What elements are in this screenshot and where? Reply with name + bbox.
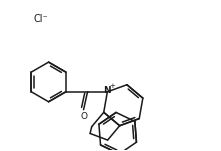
Text: Cl⁻: Cl⁻	[33, 14, 48, 24]
Text: +: +	[109, 83, 115, 89]
Text: O: O	[80, 112, 87, 121]
Text: N: N	[103, 86, 111, 95]
